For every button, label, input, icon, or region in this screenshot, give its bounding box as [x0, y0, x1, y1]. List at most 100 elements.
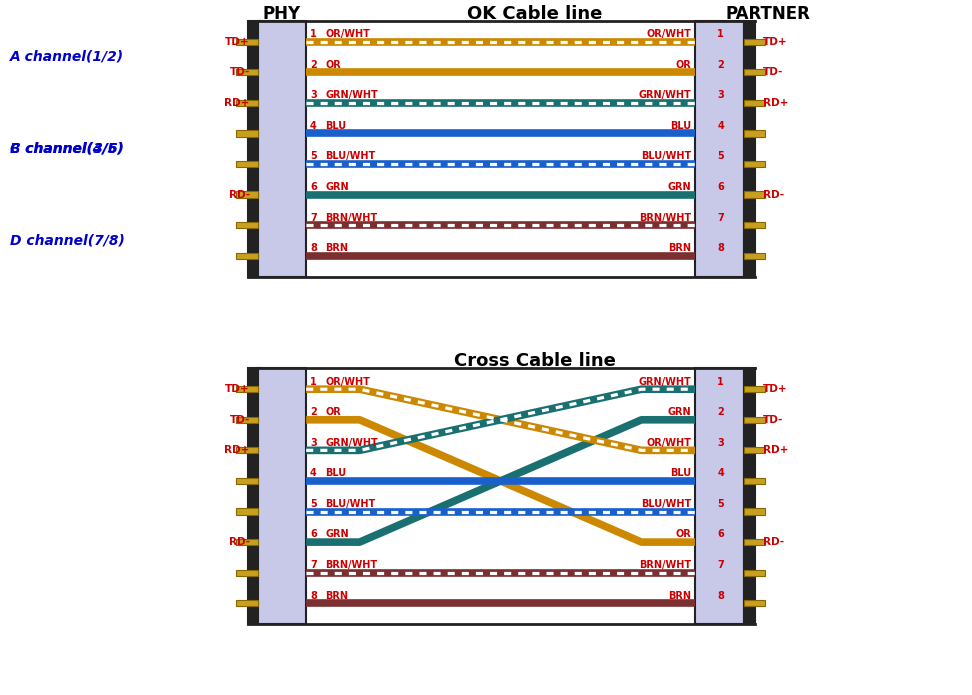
Text: GRN: GRN — [326, 530, 349, 539]
Text: 5: 5 — [717, 152, 724, 161]
Text: OR/WHT: OR/WHT — [646, 438, 691, 448]
Text: OR: OR — [676, 60, 691, 70]
Bar — [744, 478, 765, 484]
Text: BLU/WHT: BLU/WHT — [326, 152, 376, 161]
Bar — [695, 21, 744, 277]
Text: 2: 2 — [310, 407, 317, 417]
Text: 4: 4 — [717, 468, 724, 478]
Text: 7: 7 — [717, 560, 724, 570]
Text: RD+: RD+ — [225, 98, 250, 108]
Bar — [236, 569, 258, 575]
Bar — [744, 539, 765, 545]
Text: BRN/WHT: BRN/WHT — [639, 560, 691, 570]
Text: TD-: TD- — [229, 415, 250, 425]
Text: 2: 2 — [717, 60, 724, 70]
Bar — [744, 99, 765, 106]
Bar — [258, 21, 306, 277]
Bar — [236, 478, 258, 484]
Bar — [236, 252, 258, 259]
Text: GRN: GRN — [326, 182, 349, 192]
Text: 4: 4 — [310, 121, 317, 131]
Text: OR/WHT: OR/WHT — [326, 29, 370, 39]
Text: 1: 1 — [310, 377, 317, 386]
Text: 5: 5 — [310, 152, 317, 161]
Text: GRN/WHT: GRN/WHT — [326, 438, 378, 448]
Text: 3: 3 — [310, 90, 317, 100]
Text: BRN: BRN — [326, 591, 349, 600]
Text: BRN/WHT: BRN/WHT — [639, 213, 691, 222]
Text: C channel(4/5): C channel(4/5) — [10, 142, 123, 156]
Text: 5: 5 — [717, 499, 724, 509]
Bar — [236, 600, 258, 606]
Bar — [744, 222, 765, 228]
Text: 4: 4 — [717, 121, 724, 131]
Text: 3: 3 — [717, 438, 724, 448]
Bar — [248, 368, 260, 624]
Text: Cross Cable line: Cross Cable line — [454, 352, 615, 370]
Bar — [744, 191, 765, 197]
Bar — [236, 161, 258, 167]
Text: BLU: BLU — [326, 121, 347, 131]
Text: BLU/WHT: BLU/WHT — [641, 152, 691, 161]
Text: 1: 1 — [310, 29, 317, 39]
Bar — [695, 368, 744, 624]
Text: OR: OR — [326, 60, 341, 70]
Bar — [248, 21, 260, 277]
Bar — [236, 508, 258, 514]
Bar — [744, 252, 765, 259]
Text: TD+: TD+ — [763, 37, 787, 47]
Bar — [744, 569, 765, 575]
Text: 7: 7 — [310, 560, 317, 570]
Text: RD-: RD- — [228, 537, 250, 547]
Bar — [744, 600, 765, 606]
Text: BLU: BLU — [670, 468, 691, 478]
Text: 7: 7 — [717, 213, 724, 222]
Text: RD-: RD- — [763, 537, 784, 547]
Text: BLU/WHT: BLU/WHT — [641, 499, 691, 509]
Bar — [744, 161, 765, 167]
Text: 3: 3 — [717, 90, 724, 100]
Bar — [744, 38, 765, 44]
Text: TD+: TD+ — [226, 384, 250, 394]
Bar — [744, 508, 765, 514]
Bar — [744, 386, 765, 392]
Text: BRN: BRN — [668, 591, 691, 600]
Text: PARTNER: PARTNER — [725, 5, 811, 23]
Bar — [744, 368, 755, 624]
Bar — [236, 131, 258, 136]
Text: OK Cable line: OK Cable line — [467, 5, 603, 23]
Text: 6: 6 — [310, 530, 317, 539]
Text: 7: 7 — [310, 213, 317, 222]
Text: PHY: PHY — [262, 5, 301, 23]
Text: D channel(7/8): D channel(7/8) — [10, 234, 124, 247]
Text: BRN/WHT: BRN/WHT — [326, 560, 378, 570]
Bar — [258, 368, 306, 624]
Text: OR/WHT: OR/WHT — [646, 29, 691, 39]
Bar — [236, 191, 258, 197]
Text: GRN: GRN — [668, 182, 691, 192]
Text: 1: 1 — [717, 377, 724, 386]
Bar — [236, 38, 258, 44]
Text: 5: 5 — [310, 499, 317, 509]
Text: BRN/WHT: BRN/WHT — [326, 213, 378, 222]
Text: 8: 8 — [310, 243, 317, 253]
Text: 1: 1 — [717, 29, 724, 39]
Text: 6: 6 — [717, 182, 724, 192]
Text: TD+: TD+ — [226, 37, 250, 47]
Text: RD-: RD- — [228, 190, 250, 199]
Text: BLU/WHT: BLU/WHT — [326, 499, 376, 509]
Text: TD-: TD- — [763, 415, 783, 425]
Text: 8: 8 — [717, 591, 724, 600]
Text: RD-: RD- — [763, 190, 784, 199]
Text: GRN/WHT: GRN/WHT — [639, 90, 691, 100]
Text: BLU: BLU — [670, 121, 691, 131]
Bar — [744, 21, 755, 277]
Text: TD+: TD+ — [763, 384, 787, 394]
Text: RD+: RD+ — [763, 445, 788, 455]
Text: GRN/WHT: GRN/WHT — [639, 377, 691, 386]
Text: BRN: BRN — [326, 243, 349, 253]
Text: GRN/WHT: GRN/WHT — [326, 90, 378, 100]
Text: 4: 4 — [310, 468, 317, 478]
Text: 8: 8 — [310, 591, 317, 600]
Text: OR: OR — [676, 530, 691, 539]
